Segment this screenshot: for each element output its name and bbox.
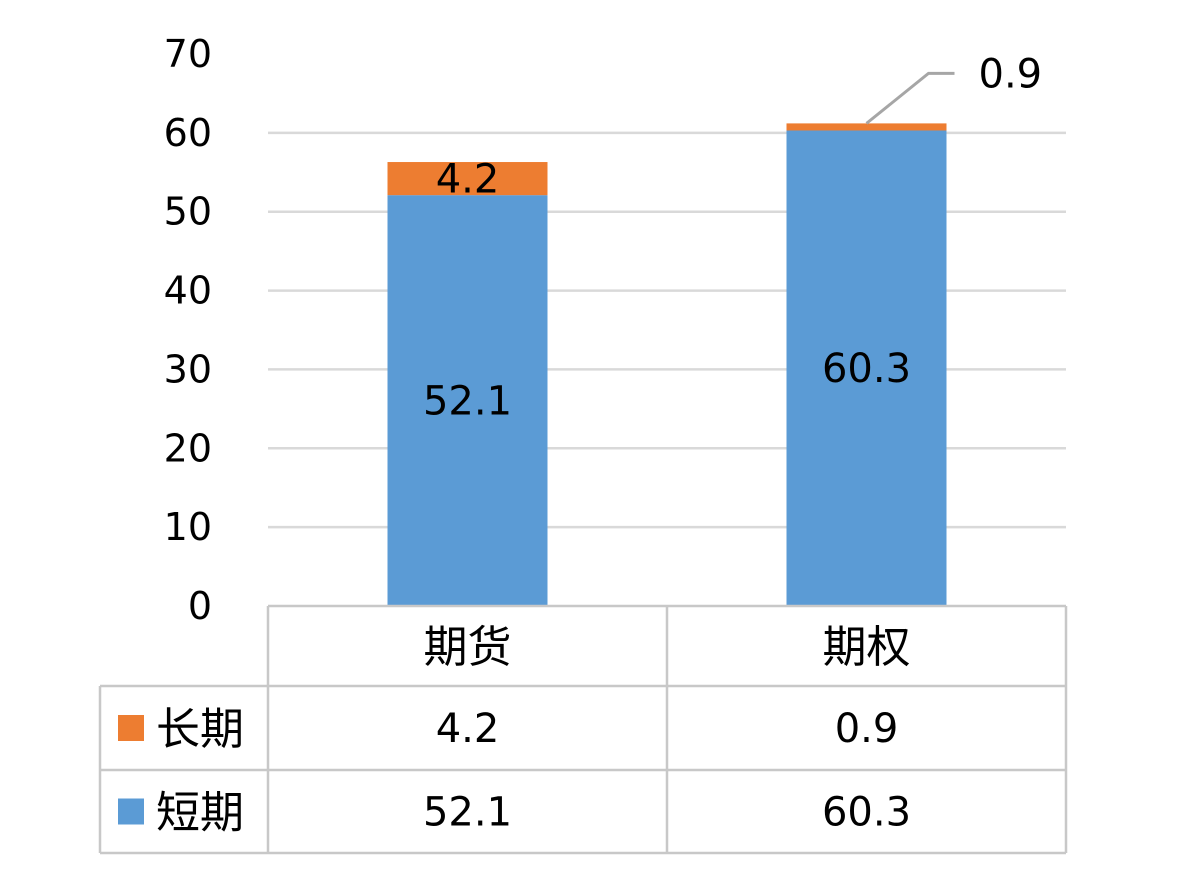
y-tick-label: 50 <box>164 190 212 234</box>
y-tick-label: 70 <box>164 32 212 76</box>
bar-short-1 <box>786 130 947 606</box>
bars <box>387 123 947 606</box>
y-tick-label: 0 <box>188 584 212 628</box>
bar-short-0 <box>387 195 548 606</box>
data-label: 0.9 <box>979 51 1043 97</box>
y-tick-label: 10 <box>164 505 212 549</box>
legend-label: 长期 <box>156 704 244 755</box>
legend-label: 短期 <box>156 788 244 839</box>
data-label: 4.2 <box>436 157 500 203</box>
table-cell-value: 60.3 <box>822 790 911 836</box>
data-label: 60.3 <box>822 346 911 392</box>
bar-long-1 <box>786 123 947 131</box>
y-axis: 0 10 20 30 40 50 60 70 <box>164 32 212 628</box>
table-cell-value: 4.2 <box>436 706 500 752</box>
leader-line <box>865 71 955 125</box>
y-tick-label: 20 <box>164 426 212 470</box>
category-label: 期货 <box>424 622 512 673</box>
legend-swatch <box>118 798 144 825</box>
category-label: 期权 <box>823 622 911 673</box>
bar-long-0 <box>387 162 548 196</box>
table-cell-value: 0.9 <box>835 706 899 752</box>
data-label: 52.1 <box>423 379 512 425</box>
y-tick-label: 40 <box>164 269 212 313</box>
data-labels: 52.1 4.2 60.3 0.9 <box>423 51 1042 424</box>
table-cell-value: 52.1 <box>423 790 512 836</box>
y-tick-label: 60 <box>164 111 212 155</box>
y-tick-label: 30 <box>164 347 212 391</box>
legend-swatch <box>118 715 144 741</box>
